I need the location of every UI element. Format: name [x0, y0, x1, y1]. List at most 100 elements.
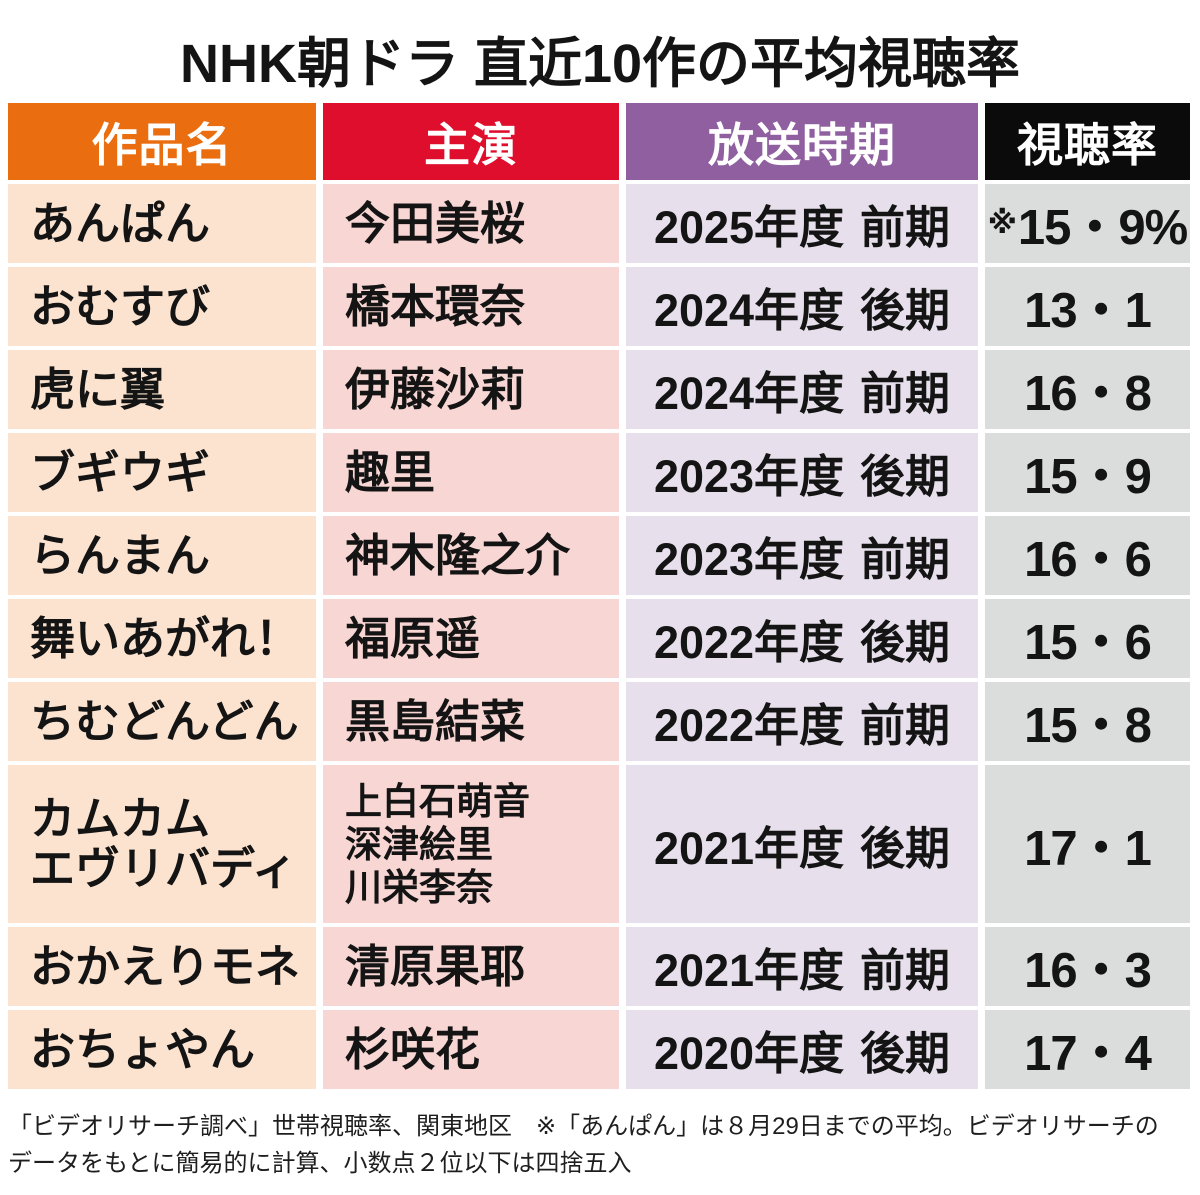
cell-rating: 16・6: [985, 516, 1190, 595]
period-year: 2024年度: [653, 285, 845, 336]
page-title: NHK朝ドラ 直近10作の平均視聴率: [179, 34, 1021, 94]
cast-name-line: 深津絵里: [345, 823, 493, 865]
cell-drama: おかえりモネ: [8, 927, 316, 1006]
cell-lead: 黒島結菜: [323, 682, 619, 761]
cell-drama: あんぱん: [8, 184, 316, 263]
cell-lead: 福原遥: [323, 599, 619, 678]
cell-rating: 13・1: [985, 267, 1190, 346]
cast-name-line: 福原遥: [345, 612, 481, 664]
period-year: 2020年度: [653, 1028, 845, 1079]
cell-drama: カムカム エヴリバディ: [8, 765, 316, 923]
drama-title-line: おちょやん: [30, 1023, 256, 1075]
drama-title-line: ちむどんどん: [30, 695, 299, 747]
period-year: 2023年度: [653, 534, 845, 585]
cell-lead: 上白石萌音 深津絵里 川栄李奈: [323, 765, 619, 923]
cell-drama: 舞いあがれ！: [8, 599, 316, 678]
drama-title-line: エヴリバディ: [30, 843, 297, 894]
cell-period: 2023年度 前期: [626, 516, 978, 595]
period-term: 前期: [860, 700, 951, 751]
period-year: 2021年度: [653, 945, 845, 996]
cell-period: 2021年度 前期: [626, 927, 978, 1006]
cell-rating: 15・6: [985, 599, 1190, 678]
period-term: 後期: [860, 285, 951, 336]
cell-drama: らんまん: [8, 516, 316, 595]
drama-title-line: 舞いあがれ！: [30, 612, 301, 664]
cell-rating: 16・3: [985, 927, 1190, 1006]
period-term: 後期: [860, 822, 951, 874]
cell-period: 2022年度 前期: [626, 682, 978, 761]
cell-rating: 17・4: [985, 1010, 1190, 1089]
period-term: 前期: [860, 368, 951, 419]
drama-title-line: らんまん: [30, 529, 211, 581]
drama-title-line: おかえりモネ: [30, 940, 301, 992]
cell-drama: ちむどんどん: [8, 682, 316, 761]
cast-name-line: 黒島結菜: [345, 695, 526, 747]
cell-drama: 虎に翼: [8, 350, 316, 429]
footnote-line: 「ビデオリサーチ調べ」世帯視聴率、関東地区 ※「あんぱん」は８月29日までの平均…: [8, 1113, 1159, 1140]
cell-period: 2023年度 後期: [626, 433, 978, 512]
cast-name-line: 杉咲花: [345, 1023, 481, 1075]
footnote: 「ビデオリサーチ調べ」世帯視聴率、関東地区 ※「あんぱん」は８月29日までの平均…: [8, 1108, 1192, 1182]
period-term: 前期: [860, 534, 951, 585]
cast-name-line: 橋本環奈: [345, 280, 526, 332]
rating-value: 15・6: [1024, 616, 1152, 670]
cell-lead: 杉咲花: [323, 1010, 619, 1089]
cell-period: 2020年度 後期: [626, 1010, 978, 1089]
period-term: 前期: [860, 202, 951, 253]
rating-value: 16・8: [1024, 367, 1152, 421]
cell-period: 2022年度 後期: [626, 599, 978, 678]
rating-value: 16・3: [1024, 944, 1152, 998]
period-year: 2025年度: [653, 202, 845, 253]
cell-lead: 趣里: [323, 433, 619, 512]
drama-title-line: カムカム: [30, 793, 211, 844]
drama-title-line: おむすび: [30, 280, 211, 332]
cell-period: 2024年度 前期: [626, 350, 978, 429]
period-year: 2024年度: [653, 368, 845, 419]
cell-rating: 15・8: [985, 682, 1190, 761]
period-term: 後期: [860, 451, 951, 502]
rating-value: 17・4: [1024, 1027, 1152, 1081]
table-header-rating: 視聴率: [985, 103, 1190, 180]
rating-value: 13・1: [1024, 284, 1152, 338]
table-header-drama: 作品名: [8, 103, 316, 180]
cast-name-line: 清原果耶: [345, 940, 526, 992]
cast-name-line: 川栄李奈: [345, 866, 493, 908]
rating-value: 16・6: [1024, 533, 1152, 587]
cell-period: 2024年度 後期: [626, 267, 978, 346]
drama-title-line: ブギウギ: [30, 446, 211, 498]
cell-rating: 17・1: [985, 765, 1190, 923]
cast-name-line: 伊藤沙莉: [345, 363, 526, 415]
period-year: 2021年度: [653, 822, 845, 874]
cast-name-line: 神木隆之介: [345, 529, 571, 581]
cast-name-line: 上白石萌音: [345, 780, 530, 822]
cell-rating: 16・8: [985, 350, 1190, 429]
data-table: 作品名 主演 放送時期 視聴率 あんぱん 今田美桜 2025年度 前期 ※ 15・9% おむ…: [8, 103, 1190, 1089]
drama-title-line: あんぱん: [30, 197, 211, 249]
cell-drama: おむすび: [8, 267, 316, 346]
cell-lead: 橋本環奈: [323, 267, 619, 346]
cell-drama: ブギウギ: [8, 433, 316, 512]
cell-lead: 伊藤沙莉: [323, 350, 619, 429]
cast-name-line: 今田美桜: [345, 197, 526, 249]
cell-period: 2021年度 後期: [626, 765, 978, 923]
period-term: 後期: [860, 1028, 951, 1079]
period-year: 2022年度: [653, 700, 845, 751]
rating-value: 15・8: [1024, 699, 1152, 753]
cell-lead: 今田美桜: [323, 184, 619, 263]
cell-period: 2025年度 前期: [626, 184, 978, 263]
footnote-line: データをもとに簡易的に計算、小数点２位以下は四捨五入: [8, 1150, 632, 1177]
period-term: 前期: [860, 945, 951, 996]
rating-value: 15・9%: [1017, 201, 1188, 255]
rating-note-mark: ※: [987, 207, 1017, 240]
cast-name-line: 趣里: [345, 446, 436, 498]
rating-value: 17・1: [1024, 821, 1152, 876]
period-term: 後期: [860, 617, 951, 668]
table-header-period: 放送時期: [626, 103, 978, 180]
period-year: 2022年度: [653, 617, 845, 668]
rating-value: 15・9: [1024, 450, 1152, 504]
cell-drama: おちょやん: [8, 1010, 316, 1089]
cell-lead: 清原果耶: [323, 927, 619, 1006]
drama-title-line: 虎に翼: [30, 363, 166, 415]
cell-lead: 神木隆之介: [323, 516, 619, 595]
period-year: 2023年度: [653, 451, 845, 502]
